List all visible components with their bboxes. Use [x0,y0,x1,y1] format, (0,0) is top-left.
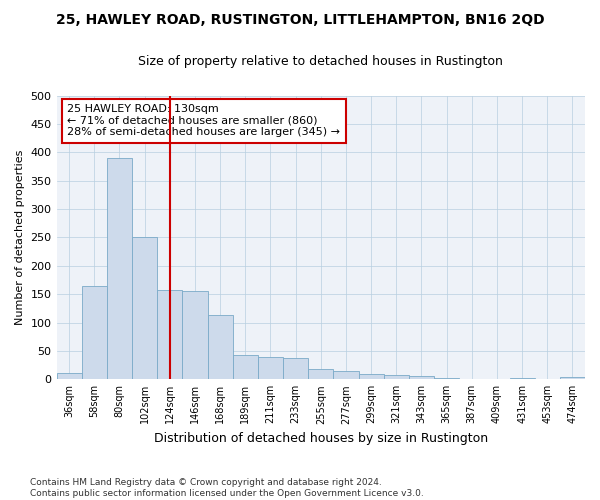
Bar [509,378,535,380]
Bar [359,374,383,380]
Bar [434,378,459,380]
Bar [233,356,258,380]
Bar [182,292,208,380]
X-axis label: Distribution of detached houses by size in Rustington: Distribution of detached houses by size … [154,432,488,445]
Bar [82,286,107,380]
Bar [258,356,283,380]
Text: 25, HAWLEY ROAD, RUSTINGTON, LITTLEHAMPTON, BN16 2QD: 25, HAWLEY ROAD, RUSTINGTON, LITTLEHAMPT… [56,12,544,26]
Bar [107,158,132,380]
Bar [308,369,334,380]
Title: Size of property relative to detached houses in Rustington: Size of property relative to detached ho… [139,55,503,68]
Text: Contains HM Land Registry data © Crown copyright and database right 2024.
Contai: Contains HM Land Registry data © Crown c… [30,478,424,498]
Bar [383,376,409,380]
Bar [208,315,233,380]
Bar [334,372,359,380]
Bar [56,373,82,380]
Text: 25 HAWLEY ROAD: 130sqm
← 71% of detached houses are smaller (860)
28% of semi-de: 25 HAWLEY ROAD: 130sqm ← 71% of detached… [67,104,340,138]
Bar [157,290,182,380]
Bar [409,376,434,380]
Bar [132,238,157,380]
Bar [283,358,308,380]
Y-axis label: Number of detached properties: Number of detached properties [15,150,25,325]
Bar [560,377,585,380]
